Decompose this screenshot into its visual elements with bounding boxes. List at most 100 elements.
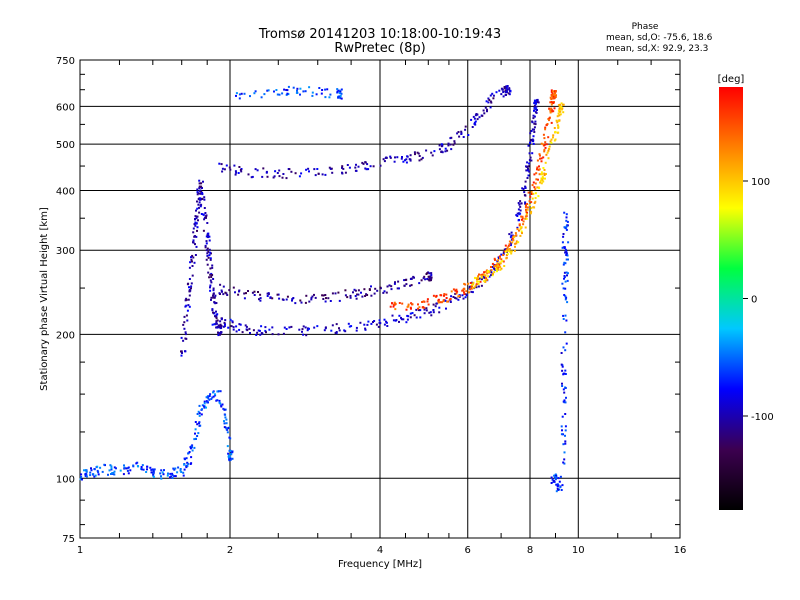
scatter-point <box>258 329 261 332</box>
scatter-point <box>534 101 537 104</box>
scatter-point <box>528 152 531 155</box>
scatter-point <box>566 301 569 304</box>
x-tick-label: 6 <box>465 545 471 556</box>
scatter-point <box>528 162 531 165</box>
scatter-point <box>564 434 566 437</box>
scatter-point <box>432 303 435 306</box>
scatter-point <box>233 164 236 167</box>
scatter-point <box>437 299 440 302</box>
scatter-point <box>113 470 116 473</box>
scatter-point <box>363 323 366 326</box>
scatter-point <box>527 167 529 170</box>
scatter-point <box>561 282 564 285</box>
scatter-point <box>209 284 212 287</box>
scatter-point <box>400 318 403 321</box>
scatter-point <box>529 212 532 215</box>
scatter-point <box>188 286 190 289</box>
scatter-point <box>471 126 474 128</box>
scatter-point <box>430 151 433 154</box>
scatter-point <box>446 300 449 303</box>
scatter-point <box>197 192 200 195</box>
scatter-point <box>398 320 400 323</box>
scatter-point <box>409 154 412 157</box>
scatter-point <box>364 295 367 297</box>
scatter-point <box>524 217 527 220</box>
scatter-point <box>337 96 340 99</box>
scatter-point <box>203 198 206 201</box>
scatter-point <box>508 233 511 236</box>
scatter-point <box>405 158 408 161</box>
scatter-point <box>457 298 460 301</box>
scatter-point <box>281 92 284 95</box>
scatter-point <box>189 261 192 264</box>
scatter-point <box>229 450 232 452</box>
scatter-point <box>446 149 449 152</box>
scatter-point <box>545 173 547 175</box>
scatter-point <box>277 293 280 296</box>
scatter-point <box>132 464 135 467</box>
scatter-point <box>203 207 206 209</box>
scatter-point <box>216 319 219 322</box>
scatter-point <box>183 468 186 471</box>
scatter-point <box>404 159 406 162</box>
scatter-point <box>528 159 531 161</box>
scatter-point <box>546 151 549 154</box>
scatter-point <box>527 165 530 168</box>
scatter-point <box>489 94 492 97</box>
scatter-point <box>198 189 201 192</box>
scatter-point <box>339 97 342 100</box>
scatter-point <box>442 299 445 302</box>
scatter-point <box>430 277 433 280</box>
scatter-point <box>391 302 394 305</box>
scatter-point <box>169 476 171 479</box>
scatter-point <box>211 323 214 326</box>
scatter-point <box>227 452 230 455</box>
scatter-point <box>212 278 215 280</box>
scatter-point <box>553 107 556 110</box>
scatter-point <box>552 102 555 104</box>
scatter-point <box>563 372 566 375</box>
scatter-point <box>202 229 205 232</box>
scatter-point <box>555 119 558 122</box>
scatter-point <box>243 297 246 300</box>
scatter-point <box>493 257 496 260</box>
scatter-point <box>301 328 304 331</box>
scatter-point <box>423 306 426 309</box>
scatter-point <box>499 268 502 271</box>
scatter-point <box>487 270 489 273</box>
scatter-point <box>464 128 467 131</box>
scatter-point <box>496 270 498 273</box>
scatter-point <box>512 239 515 242</box>
scatter-point <box>468 285 471 288</box>
scatter-point <box>555 94 557 97</box>
scatter-point <box>429 279 432 282</box>
scatter-point <box>266 89 269 92</box>
scatter-point <box>321 173 324 176</box>
scatter-point <box>278 175 281 178</box>
scatter-point <box>557 112 560 115</box>
scatter-point <box>524 185 527 188</box>
scatter-point <box>561 382 563 385</box>
scatter-point <box>490 266 492 268</box>
scatter-point <box>503 265 506 267</box>
scatter-point <box>560 433 563 436</box>
scatter-point <box>150 468 153 471</box>
scatter-point <box>536 109 538 111</box>
scatter-point <box>340 92 343 95</box>
scatter-point <box>199 204 202 207</box>
scatter-point <box>152 475 155 478</box>
scatter-point <box>550 476 553 479</box>
scatter-point <box>192 239 195 242</box>
scatter-point <box>205 235 208 238</box>
scatter-point <box>565 319 568 322</box>
scatter-point <box>469 288 472 291</box>
scatter-point <box>547 118 550 120</box>
scatter-point <box>540 160 543 163</box>
scatter-point <box>196 200 198 203</box>
scatter-point <box>80 473 83 476</box>
scatter-point <box>203 216 206 219</box>
scatter-point <box>414 153 416 156</box>
scatter-point <box>142 468 145 471</box>
scatter-point <box>405 161 408 164</box>
scatter-point <box>560 363 563 366</box>
